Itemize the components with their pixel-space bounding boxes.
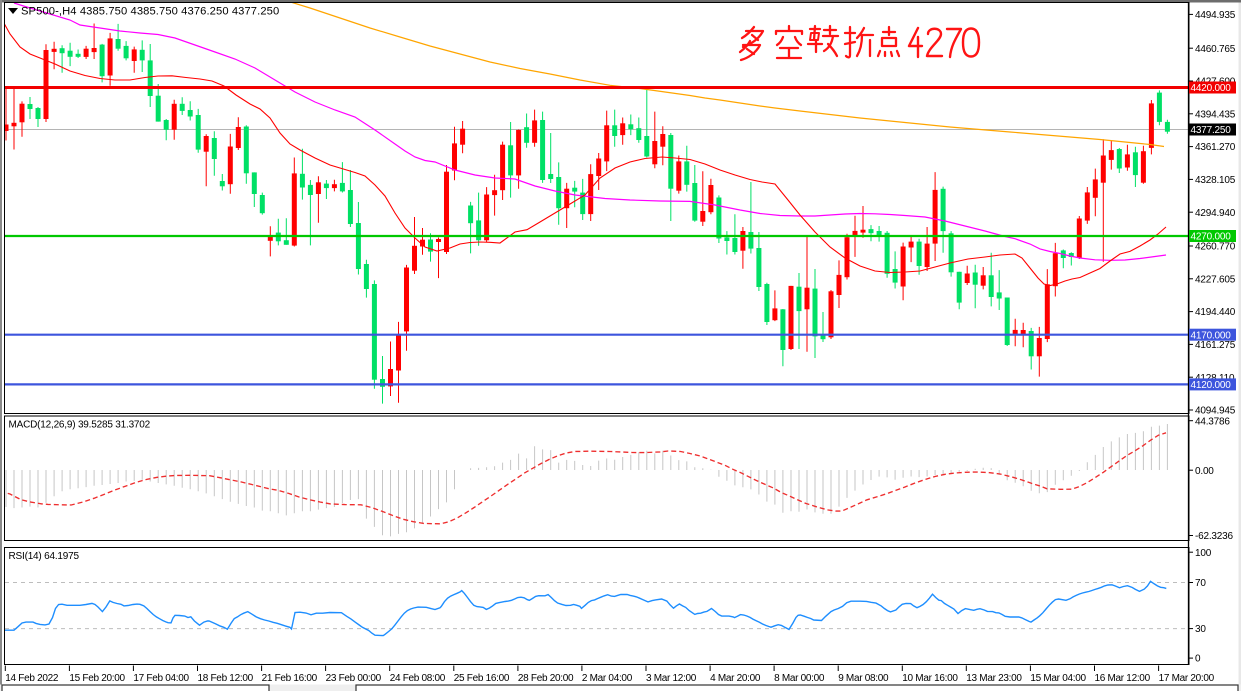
svg-text:RSI(14) 64.1975: RSI(14) 64.1975 [9,551,80,562]
svg-text:25 Feb 16:00: 25 Feb 16:00 [454,673,510,684]
svg-text:14 Feb 2022: 14 Feb 2022 [5,673,59,684]
svg-text:4260.770: 4260.770 [1195,242,1236,253]
svg-text:4328.105: 4328.105 [1195,175,1236,186]
svg-text:4128.110: 4128.110 [1195,373,1235,384]
svg-text:28 Feb 20:00: 28 Feb 20:00 [518,673,574,684]
svg-text:100: 100 [1195,548,1212,559]
svg-text:4227.605: 4227.605 [1195,274,1236,285]
svg-text:4494.935: 4494.935 [1195,10,1236,21]
svg-text:4170.000: 4170.000 [1191,330,1232,341]
svg-text:8 Mar 00:00: 8 Mar 00:00 [774,673,825,684]
svg-text:9 Mar 08:00: 9 Mar 08:00 [838,673,889,684]
svg-text:3 Mar 12:00: 3 Mar 12:00 [646,673,697,684]
svg-text:23 Feb 00:00: 23 Feb 00:00 [326,673,382,684]
svg-text:21 Feb 16:00: 21 Feb 16:00 [262,673,318,684]
svg-text:4294.940: 4294.940 [1195,208,1236,219]
svg-text:4460.765: 4460.765 [1195,44,1236,55]
svg-text:4120.000: 4120.000 [1191,380,1232,391]
svg-text:4094.945: 4094.945 [1195,406,1236,417]
svg-text:4377.250: 4377.250 [1191,125,1232,136]
svg-text:0: 0 [1195,654,1201,665]
svg-text:4 Mar 20:00: 4 Mar 20:00 [710,673,761,684]
svg-text:MACD(12,26,9) 39.5285 31.3702: MACD(12,26,9) 39.5285 31.3702 [9,420,151,431]
svg-text:18 Feb 12:00: 18 Feb 12:00 [198,673,254,684]
svg-text:4194.440: 4194.440 [1195,307,1236,318]
svg-text:SP500-,H4 4385.750 4385.750 4: SP500-,H4 4385.750 4385.750 4376.250 437… [21,6,279,18]
svg-text:70: 70 [1195,578,1206,589]
svg-text:15 Feb 20:00: 15 Feb 20:00 [69,673,125,684]
svg-text:4270.000: 4270.000 [1191,232,1232,243]
svg-text:4161.275: 4161.275 [1195,340,1236,351]
svg-text:2 Mar 04:00: 2 Mar 04:00 [582,673,633,684]
svg-text:4394.435: 4394.435 [1195,109,1236,120]
svg-text:30: 30 [1195,624,1206,635]
svg-text:4361.270: 4361.270 [1195,142,1236,153]
svg-text:-62.3236: -62.3236 [1195,531,1234,542]
svg-text:44.3786: 44.3786 [1195,416,1230,427]
svg-text:4420.000: 4420.000 [1191,83,1232,94]
svg-text:10 Mar 16:00: 10 Mar 16:00 [902,673,958,684]
svg-text:0.00: 0.00 [1195,466,1214,477]
svg-text:13 Mar 23:00: 13 Mar 23:00 [966,673,1022,684]
svg-text:17 Mar 20:00: 17 Mar 20:00 [1159,673,1215,684]
svg-text:17 Feb 04:00: 17 Feb 04:00 [133,673,189,684]
svg-text:24 Feb 08:00: 24 Feb 08:00 [390,673,446,684]
svg-text:15 Mar 04:00: 15 Mar 04:00 [1030,673,1086,684]
svg-text:16 Mar 12:00: 16 Mar 12:00 [1095,673,1151,684]
